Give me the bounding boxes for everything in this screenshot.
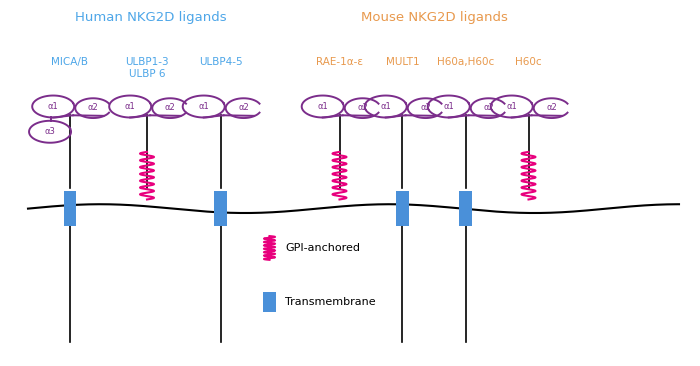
- FancyBboxPatch shape: [64, 191, 76, 226]
- FancyBboxPatch shape: [214, 191, 227, 226]
- Text: α2: α2: [357, 102, 368, 112]
- Text: α3: α3: [45, 127, 55, 136]
- Text: α2: α2: [88, 102, 99, 112]
- Text: α2: α2: [546, 102, 557, 112]
- Text: MICA/B: MICA/B: [52, 57, 88, 67]
- Text: ULBP1-3
ULBP 6: ULBP1-3 ULBP 6: [125, 57, 169, 79]
- Text: ULBP4-5: ULBP4-5: [199, 57, 242, 67]
- Text: α1: α1: [125, 102, 136, 111]
- Text: α1: α1: [198, 102, 209, 111]
- Text: α1: α1: [506, 102, 517, 111]
- Text: α1: α1: [380, 102, 391, 111]
- Text: α1: α1: [443, 102, 454, 111]
- Text: Human NKG2D ligands: Human NKG2D ligands: [75, 11, 226, 24]
- FancyBboxPatch shape: [459, 191, 472, 226]
- Text: α2: α2: [483, 102, 494, 112]
- Text: α2: α2: [238, 102, 249, 112]
- Text: RAE-1α-ε: RAE-1α-ε: [316, 57, 363, 67]
- Text: H60a,H60c: H60a,H60c: [437, 57, 494, 67]
- Text: Mouse NKG2D ligands: Mouse NKG2D ligands: [360, 11, 508, 24]
- Text: H60c: H60c: [515, 57, 542, 67]
- FancyBboxPatch shape: [263, 292, 276, 312]
- FancyBboxPatch shape: [396, 191, 409, 226]
- Text: GPI-anchored: GPI-anchored: [285, 243, 360, 253]
- Text: α1: α1: [48, 102, 59, 111]
- Text: α2: α2: [164, 102, 176, 112]
- Text: Transmembrane: Transmembrane: [285, 297, 375, 307]
- Text: MULT1: MULT1: [386, 57, 419, 67]
- Text: α1: α1: [317, 102, 328, 111]
- Text: α2: α2: [420, 102, 431, 112]
